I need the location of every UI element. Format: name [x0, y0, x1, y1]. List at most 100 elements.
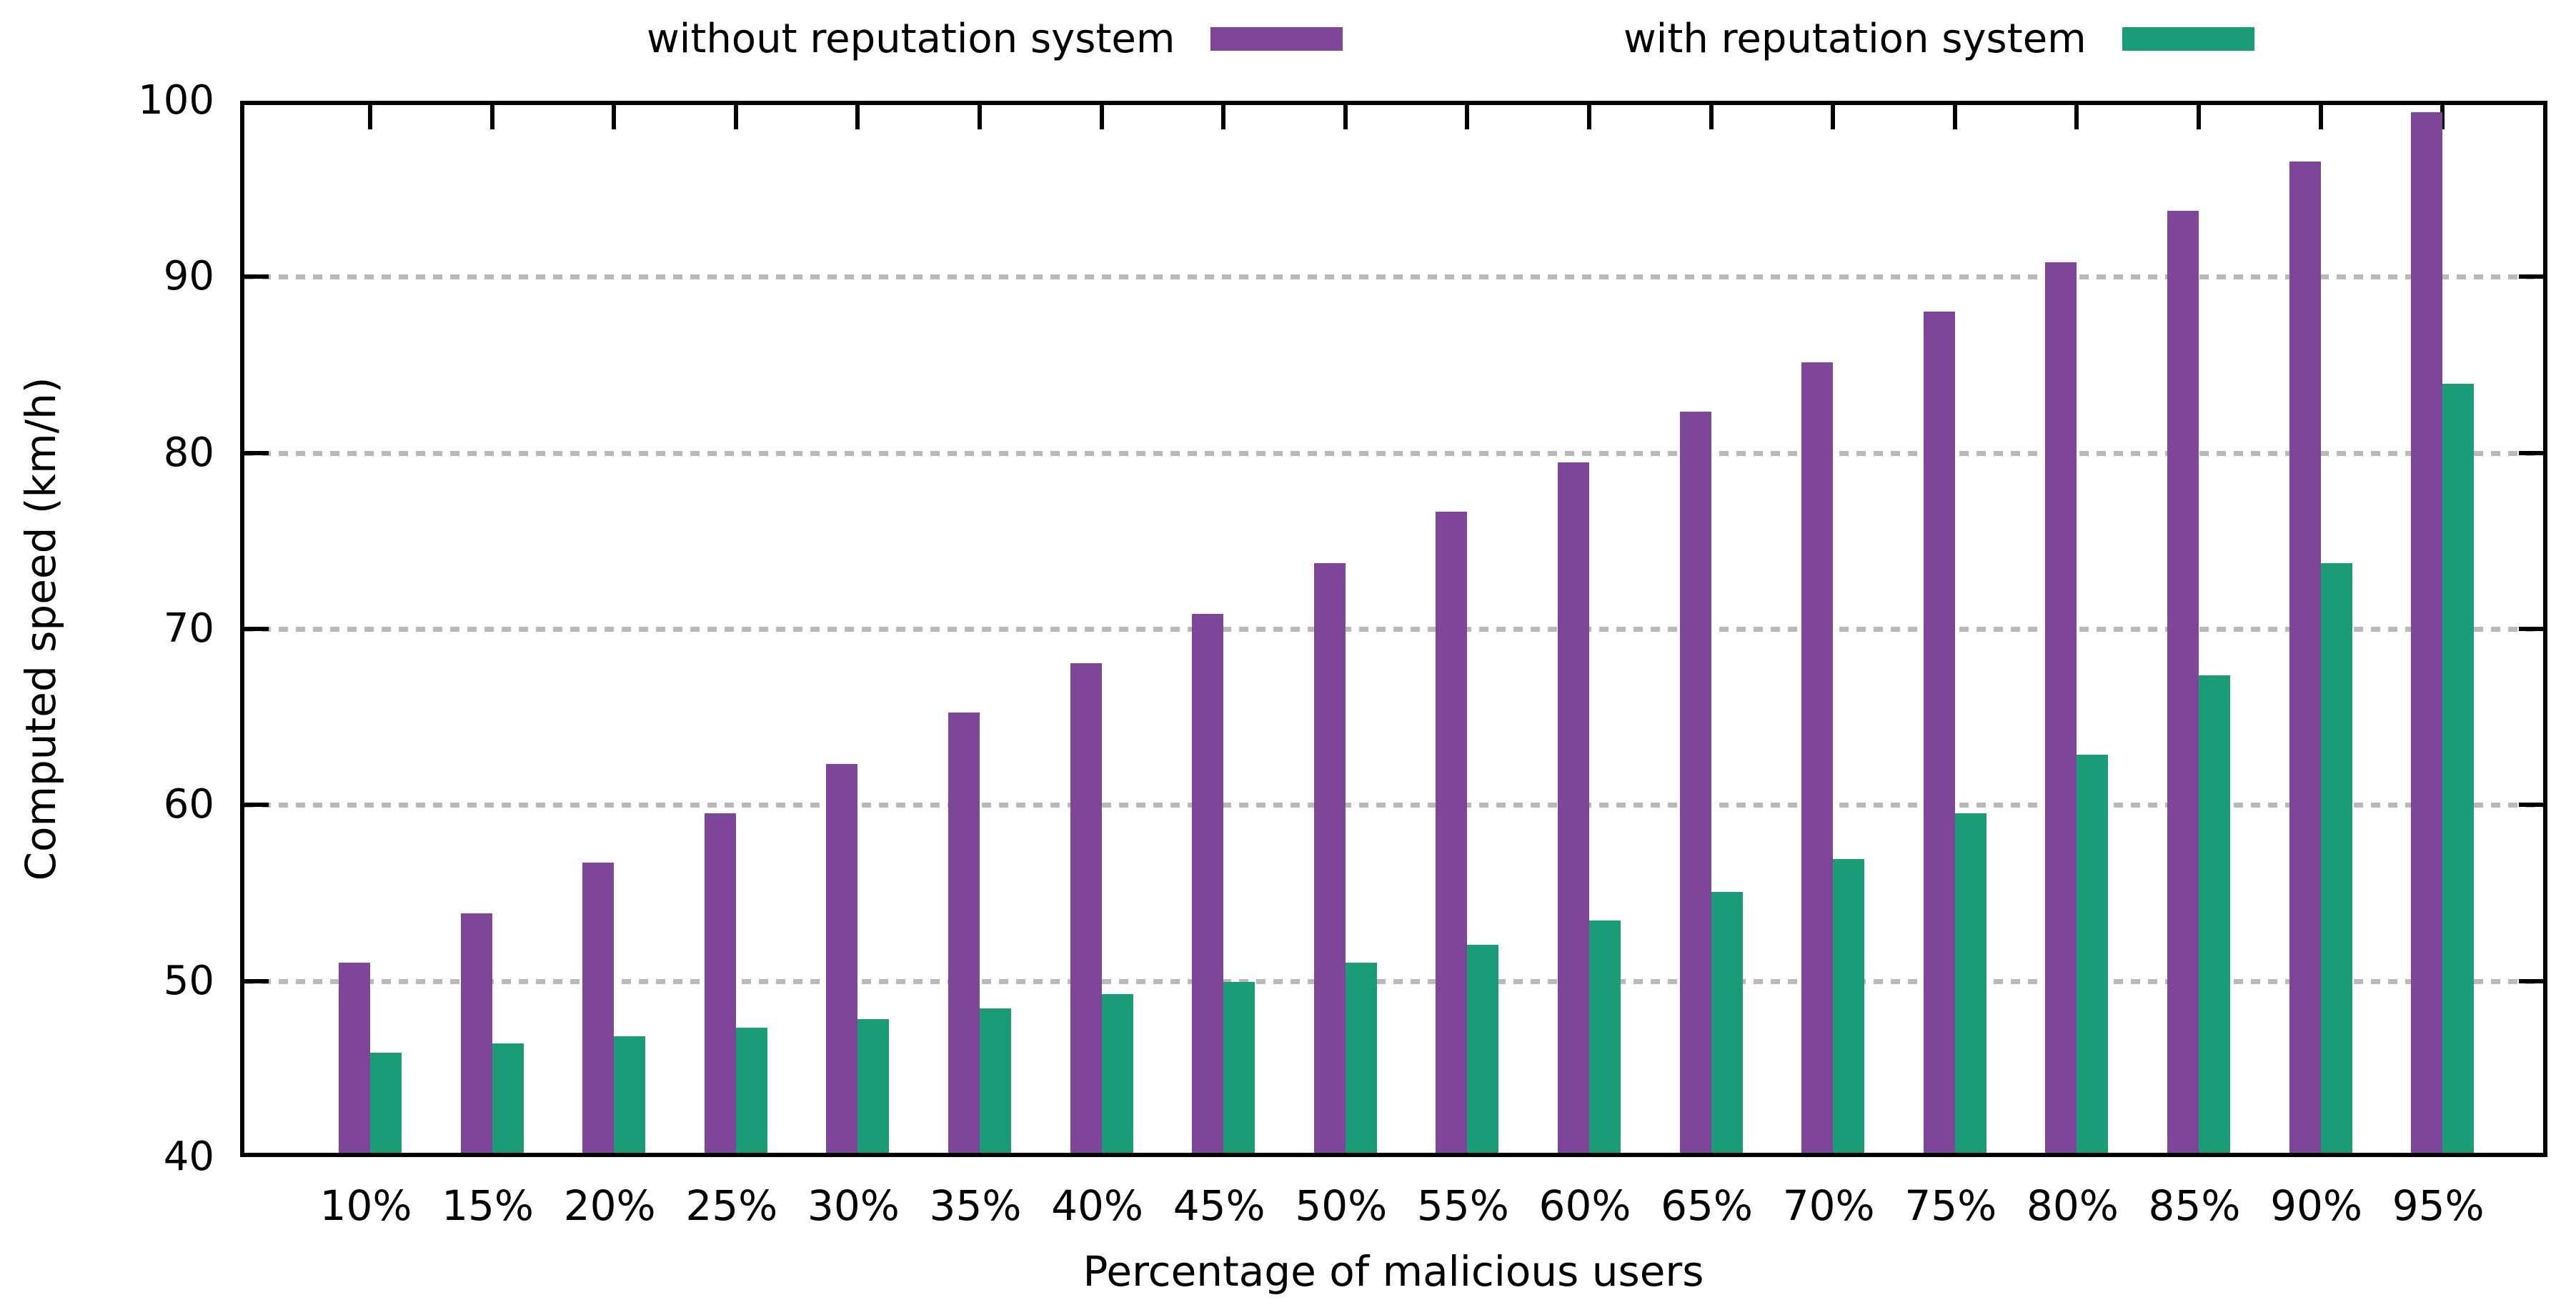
y-tick-label-50: 50 [163, 957, 214, 1004]
bar-with-reputation-45% [1223, 982, 1255, 1153]
bar-without-reputation-15% [460, 913, 492, 1153]
bar-with-reputation-25% [735, 1028, 767, 1153]
legend-swatch-without-reputation [1210, 26, 1343, 51]
bar-with-reputation-10% [370, 1052, 402, 1153]
y-tick-label-70: 70 [163, 605, 214, 652]
bar-with-reputation-90% [2320, 562, 2352, 1153]
y-tick-60-right [2519, 803, 2543, 808]
x-tick-label-15%: 15% [442, 1181, 534, 1230]
y-tick-70-right [2519, 627, 2543, 631]
x-tick-80%-top [2074, 105, 2079, 129]
x-tick-85%-top [2197, 105, 2201, 129]
legend-swatch-with-reputation [2122, 26, 2254, 51]
bar-without-reputation-35% [948, 713, 980, 1153]
bar-without-reputation-10% [339, 962, 370, 1153]
x-tick-label-95%: 95% [2392, 1181, 2485, 1230]
legend-label-without-reputation: without reputation system [647, 15, 1175, 62]
y-tick-90-left [244, 274, 269, 279]
y-tick-70-left [244, 627, 269, 631]
x-tick-label-10%: 10% [319, 1181, 412, 1230]
x-tick-45%-top [1221, 105, 1226, 129]
x-tick-label-90%: 90% [2270, 1181, 2363, 1230]
x-tick-90%-top [2318, 105, 2323, 129]
y-tick-label-80: 80 [163, 429, 214, 476]
gridline-90 [244, 274, 2543, 280]
bar-without-reputation-50% [1313, 562, 1346, 1153]
x-tick-label-20%: 20% [563, 1181, 656, 1230]
bar-without-reputation-80% [2045, 262, 2077, 1153]
y-tick-80-right [2519, 450, 2543, 455]
x-tick-70%-top [1831, 105, 1836, 129]
bar-without-reputation-20% [582, 862, 615, 1153]
bar-without-reputation-95% [2411, 112, 2443, 1153]
x-tick-label-60%: 60% [1538, 1181, 1631, 1230]
bar-with-reputation-95% [2442, 383, 2475, 1153]
x-tick-20%-top [612, 105, 617, 129]
y-tick-label-60: 60 [163, 781, 214, 828]
bar-without-reputation-75% [1923, 311, 1955, 1153]
bar-with-reputation-40% [1101, 994, 1133, 1153]
bar-with-reputation-70% [1833, 858, 1865, 1153]
bar-with-reputation-60% [1589, 920, 1621, 1153]
x-tick-label-35%: 35% [929, 1181, 1022, 1230]
bar-without-reputation-55% [1436, 512, 1468, 1153]
x-axis-title: Percentage of malicious users [1083, 1247, 1704, 1296]
bar-with-reputation-55% [1467, 945, 1499, 1153]
x-tick-label-30%: 30% [807, 1181, 900, 1230]
x-tick-40%-top [1099, 105, 1104, 129]
y-tick-90-right [2519, 274, 2543, 279]
bar-with-reputation-85% [2199, 675, 2230, 1153]
x-tick-label-85%: 85% [2148, 1181, 2241, 1230]
gridline-60 [244, 803, 2543, 808]
legend-item-without-reputation: without reputation system [647, 6, 1343, 71]
bar-with-reputation-50% [1345, 962, 1377, 1153]
x-tick-95%-top [2440, 105, 2445, 129]
bar-without-reputation-90% [2289, 162, 2321, 1153]
x-tick-label-40%: 40% [1051, 1181, 1144, 1230]
bar-without-reputation-45% [1192, 614, 1224, 1153]
x-tick-65%-top [1709, 105, 1714, 129]
y-tick-label-40: 40 [163, 1133, 214, 1180]
x-tick-50%-top [1343, 105, 1348, 129]
y-tick-50-left [244, 978, 269, 983]
bar-with-reputation-80% [2077, 755, 2109, 1153]
x-tick-10%-top [368, 105, 372, 129]
y-tick-label-100: 100 [138, 77, 214, 124]
plot-area [240, 101, 2547, 1157]
x-tick-30%-top [855, 105, 860, 129]
x-tick-15%-top [489, 105, 494, 129]
bar-with-reputation-30% [857, 1018, 890, 1153]
bar-without-reputation-25% [704, 813, 736, 1153]
bar-without-reputation-65% [1679, 411, 1711, 1153]
x-tick-label-75%: 75% [1904, 1181, 1997, 1230]
legend-item-with-reputation: with reputation system [1623, 6, 2254, 71]
x-tick-75%-top [1952, 105, 1957, 129]
bar-with-reputation-75% [1954, 813, 1986, 1153]
y-tick-60-left [244, 803, 269, 808]
x-tick-35%-top [978, 105, 982, 129]
gridline-50 [244, 978, 2543, 984]
gridline-70 [244, 627, 2543, 632]
x-tick-label-55%: 55% [1416, 1181, 1509, 1230]
y-tick-label-90: 90 [163, 253, 214, 300]
bar-without-reputation-60% [1558, 462, 1589, 1153]
bar-with-reputation-15% [492, 1043, 524, 1153]
bar-without-reputation-40% [1070, 663, 1102, 1153]
legend-label-with-reputation: with reputation system [1623, 15, 2087, 62]
bar-without-reputation-70% [1801, 362, 1834, 1153]
bar-with-reputation-20% [614, 1036, 646, 1153]
bar-with-reputation-35% [980, 1008, 1011, 1153]
x-tick-55%-top [1465, 105, 1470, 129]
x-tick-label-65%: 65% [1661, 1181, 1754, 1230]
gridline-80 [244, 450, 2543, 456]
x-tick-label-50%: 50% [1295, 1181, 1388, 1230]
x-tick-60%-top [1587, 105, 1591, 129]
x-tick-25%-top [733, 105, 738, 129]
bar-with-reputation-65% [1711, 892, 1743, 1153]
x-tick-label-80%: 80% [2026, 1181, 2119, 1230]
y-tick-50-right [2519, 978, 2543, 983]
x-tick-label-70%: 70% [1782, 1181, 1875, 1230]
bar-without-reputation-30% [826, 763, 858, 1153]
y-tick-80-left [244, 450, 269, 455]
